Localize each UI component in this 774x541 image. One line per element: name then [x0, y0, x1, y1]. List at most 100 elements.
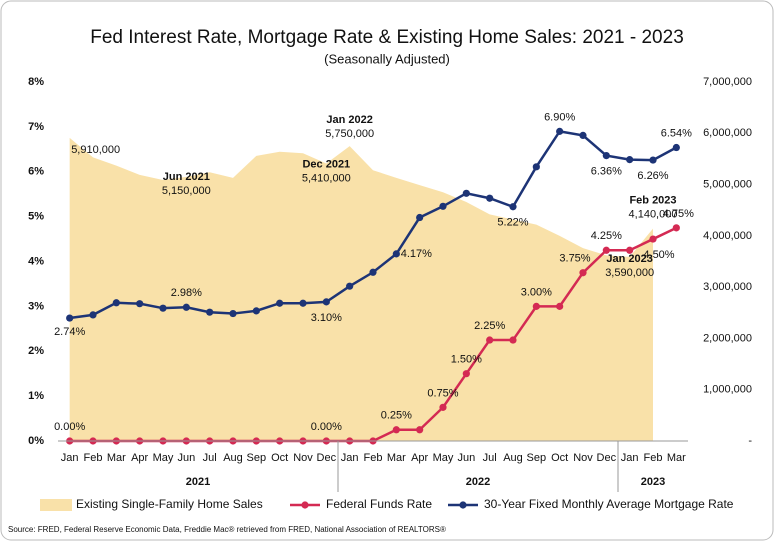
x-tick-label: Jan — [621, 452, 639, 464]
y-tick-label: 5% — [28, 211, 44, 223]
x-tick-label: Nov — [573, 452, 593, 464]
marker — [322, 298, 330, 306]
data-label: 2.74% — [54, 326, 85, 338]
marker — [89, 311, 97, 319]
x-tick-label: Jul — [483, 452, 497, 464]
x-tick-label: Sep — [527, 452, 547, 464]
marker — [369, 268, 377, 276]
x-tick-label: Feb — [364, 452, 383, 464]
legend-swatch — [301, 501, 309, 509]
y-tick-label: 0% — [28, 435, 44, 447]
marker — [462, 189, 470, 197]
x-tick-label: May — [153, 452, 174, 464]
marker — [136, 300, 144, 308]
data-label-title: Dec 2021 — [302, 158, 350, 170]
chart-title: Fed Interest Rate, Mortgage Rate & Exist… — [90, 27, 684, 48]
x-tick-label: Oct — [271, 452, 288, 464]
y2-tick-label: - — [748, 435, 752, 447]
x-tick-label: Jan — [61, 452, 79, 464]
data-label: 4.50% — [643, 249, 674, 261]
data-label: 0.00% — [311, 421, 342, 433]
marker — [649, 235, 657, 243]
y-tick-label: 2% — [28, 345, 44, 357]
x-tick-label: Mar — [667, 452, 686, 464]
data-label: 5,410,000 — [302, 172, 351, 184]
y2-tick-label: 7,000,000 — [703, 76, 752, 88]
data-label: 0.25% — [381, 410, 412, 422]
marker — [439, 403, 447, 411]
data-label: 6.90% — [544, 111, 575, 123]
marker — [509, 203, 517, 211]
y2-tick-label: 1,000,000 — [703, 384, 752, 396]
x-tick-label: Apr — [411, 452, 428, 464]
marker — [416, 426, 424, 434]
marker — [672, 143, 680, 152]
y2-tick-label: 4,000,000 — [703, 230, 752, 242]
x-tick-label: May — [433, 452, 454, 464]
marker — [579, 269, 587, 277]
data-label: 3.75% — [559, 253, 590, 265]
marker — [556, 127, 564, 135]
marker — [416, 213, 424, 222]
marker — [532, 302, 540, 310]
x-tick-label: Aug — [223, 452, 243, 464]
area — [69, 137, 653, 441]
data-label: 5,910,000 — [71, 144, 120, 156]
x-tick-label: Jun — [457, 452, 475, 464]
y-tick-label: 8% — [28, 76, 44, 88]
y-tick-label: 3% — [28, 300, 44, 312]
data-label: 4.17% — [401, 248, 432, 260]
year-label: 2023 — [641, 476, 665, 488]
data-label-title: Jan 2022 — [326, 114, 372, 126]
data-label: 6.54% — [661, 127, 692, 139]
data-label: 6.26% — [637, 170, 668, 182]
data-label-title: Jun 2021 — [163, 171, 210, 183]
x-tick-label: Dec — [597, 452, 617, 464]
x-tick-label: Nov — [293, 452, 313, 464]
x-tick-label: Apr — [131, 452, 148, 464]
legend-swatch — [40, 499, 72, 511]
y2-tick-label: 3,000,000 — [703, 281, 752, 293]
marker — [579, 131, 587, 140]
x-tick-label: Dec — [317, 452, 337, 464]
x-tick-label: Jul — [203, 452, 217, 464]
marker — [462, 370, 470, 378]
data-label: 0.00% — [54, 421, 85, 433]
x-tick-label: Jun — [177, 452, 195, 464]
legend-label: Federal Funds Rate — [326, 497, 432, 511]
data-label: 3.10% — [311, 312, 342, 324]
x-tick-label: Mar — [387, 452, 406, 464]
marker — [392, 250, 400, 258]
data-label: 5,750,000 — [325, 128, 374, 140]
marker — [229, 309, 237, 318]
marker — [626, 156, 634, 164]
x-tick-label: Feb — [644, 452, 663, 464]
x-tick-label: Mar — [107, 452, 126, 464]
data-label: 5.22% — [497, 217, 528, 229]
data-label: 4.75% — [663, 208, 694, 220]
data-label: 2.98% — [171, 287, 202, 299]
x-tick-label: Feb — [84, 452, 103, 464]
marker — [182, 303, 190, 311]
legend-label: Existing Single-Family Home Sales — [76, 497, 263, 511]
y-tick-label: 1% — [28, 390, 44, 402]
year-label: 2021 — [186, 476, 210, 488]
data-label: 5,150,000 — [162, 185, 211, 197]
marker — [602, 246, 610, 254]
marker — [392, 426, 400, 434]
marker — [486, 336, 494, 344]
y2-tick-label: 6,000,000 — [703, 127, 752, 139]
marker — [486, 194, 494, 202]
y-tick-label: 6% — [28, 166, 44, 178]
data-label-title: Feb 2023 — [629, 195, 676, 207]
marker — [66, 314, 74, 322]
marker — [672, 224, 680, 232]
y2-tick-label: 2,000,000 — [703, 332, 752, 344]
marker — [346, 282, 354, 290]
data-label-title: Jan 2023 — [606, 253, 652, 265]
marker — [112, 299, 120, 307]
x-tick-label: Aug — [503, 452, 523, 464]
x-tick-label: Oct — [551, 452, 568, 464]
